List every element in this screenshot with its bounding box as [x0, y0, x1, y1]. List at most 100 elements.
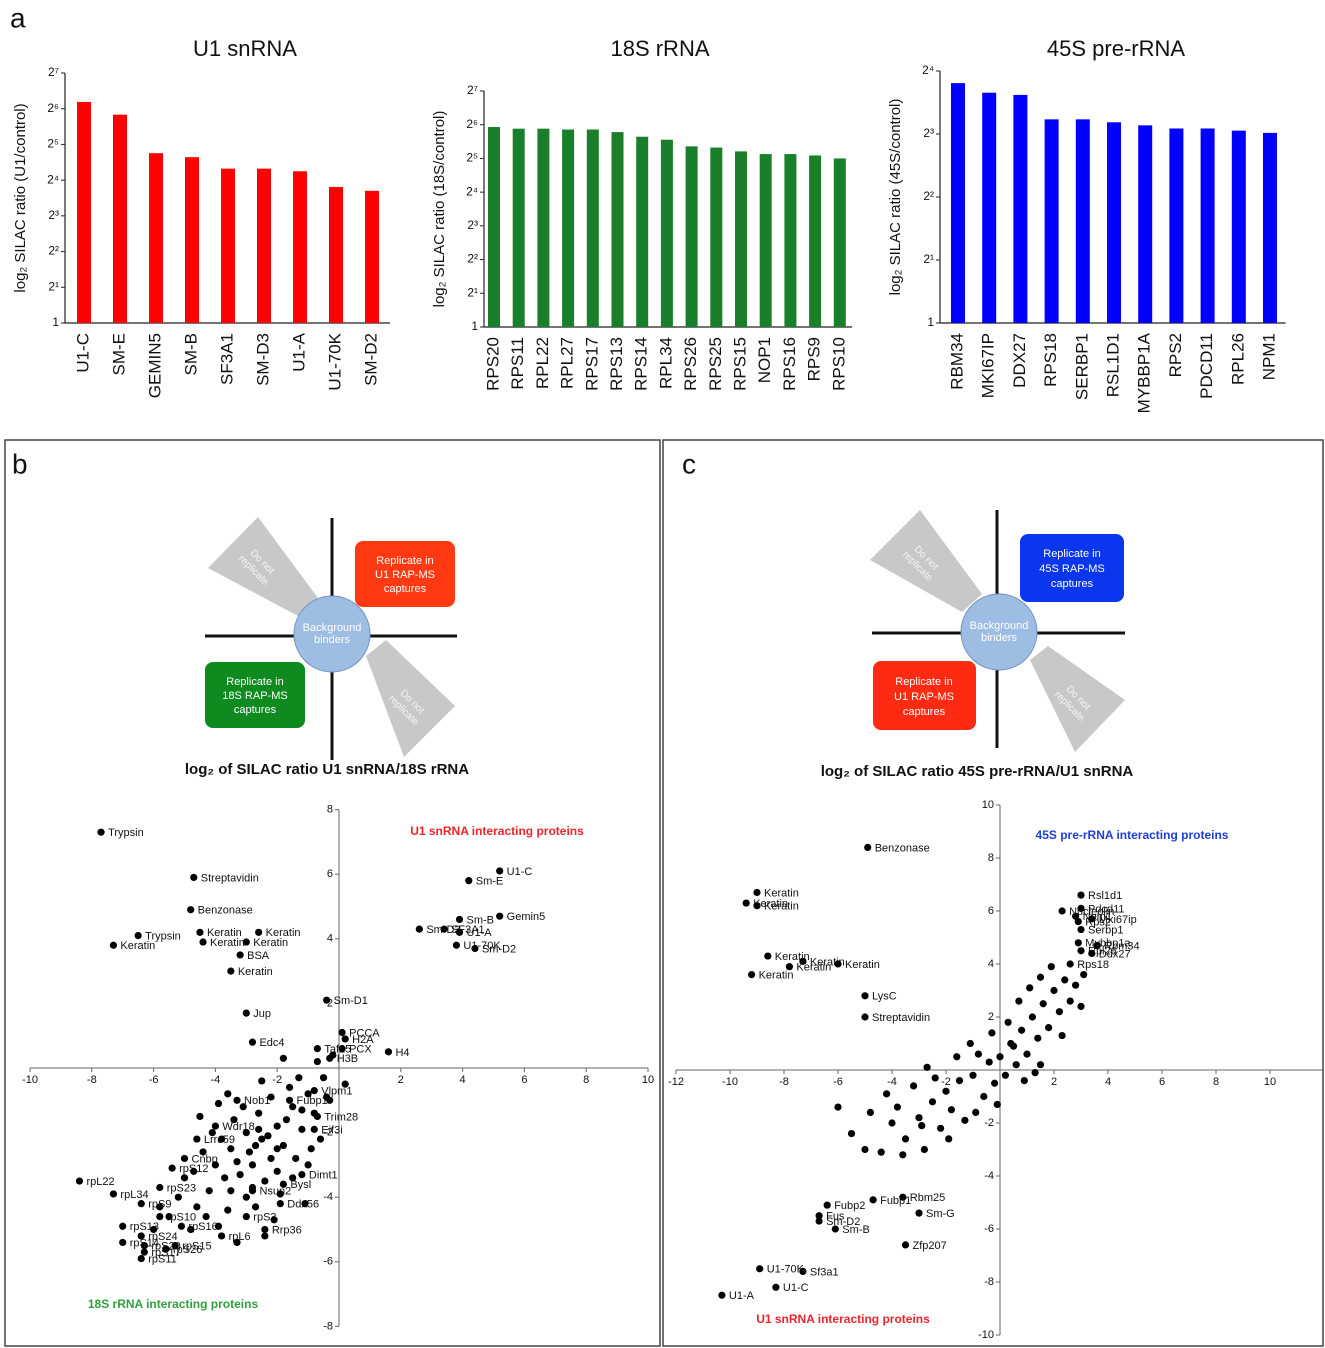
x-tick-label: 6: [1159, 1076, 1165, 1088]
bar: [809, 155, 822, 327]
point: [1058, 907, 1066, 915]
x-tick-label: SM-E: [109, 333, 128, 376]
point: [298, 1125, 306, 1133]
bar: [1169, 128, 1184, 323]
x-tick-label: MKI67IP: [979, 333, 998, 398]
point-label: rpS15: [182, 1241, 211, 1253]
y-tick-label: 2: [988, 1011, 994, 1023]
point-label: Keratin: [207, 927, 242, 939]
y-tick-label: 2²: [48, 244, 59, 258]
point-label: Sm-E: [476, 876, 504, 888]
x-tick-label: DDX27: [1010, 333, 1029, 388]
bar: [293, 171, 307, 323]
bar: [660, 139, 673, 327]
point-label: rpS24: [148, 1231, 177, 1243]
bar: [113, 114, 127, 324]
quadrant-text: Replicate in: [895, 676, 952, 688]
y-tick-label: -10: [978, 1329, 994, 1341]
point-label: H4: [395, 1047, 409, 1059]
x-tick-label: RPL26: [1228, 333, 1247, 385]
x-tick-label: RPS2: [1166, 333, 1185, 377]
point: [285, 1083, 294, 1091]
point-label: Sf3a1: [810, 1266, 839, 1278]
point: [815, 1212, 823, 1220]
point: [258, 1077, 266, 1085]
point: [323, 996, 331, 1004]
annotation: 18S rRNA interacting proteins: [88, 1297, 259, 1311]
point: [452, 941, 461, 949]
point: [918, 1122, 926, 1130]
point: [193, 1203, 201, 1211]
point: [496, 912, 504, 920]
point: [969, 1071, 977, 1079]
point: [980, 1092, 988, 1101]
point: [901, 1135, 910, 1143]
point: [945, 1135, 953, 1143]
x-tick-label: SM-D3: [253, 333, 272, 386]
point: [753, 888, 761, 897]
x-tick-label: 2: [398, 1074, 404, 1086]
point: [915, 1114, 923, 1122]
point: [1034, 1034, 1042, 1042]
point: [341, 1035, 349, 1043]
y-tick-label: 2¹: [467, 285, 478, 299]
point: [156, 1203, 164, 1211]
point: [993, 1100, 1001, 1109]
point: [1039, 1000, 1047, 1008]
point: [119, 1222, 127, 1230]
point-label: Sm-D1: [334, 995, 368, 1007]
point: [174, 1193, 182, 1201]
y-tick-label: 2³: [48, 208, 59, 222]
point: [465, 877, 473, 885]
point-label: Serbp1: [1088, 924, 1123, 936]
point: [861, 1013, 869, 1021]
quadrant-text: binders: [314, 634, 351, 646]
point: [75, 1177, 84, 1185]
point: [888, 1119, 896, 1127]
point: [289, 1103, 297, 1111]
point: [931, 1074, 939, 1082]
point-label: Sm-G: [926, 1208, 955, 1220]
point-label: Cnbp: [192, 1153, 218, 1165]
point-label: U1-C: [507, 866, 533, 878]
point: [756, 1265, 764, 1273]
point: [1072, 981, 1080, 989]
point: [109, 1190, 118, 1198]
point: [1077, 947, 1085, 955]
point: [1074, 939, 1082, 947]
x-tick-label: NOP1: [755, 337, 774, 383]
x-tick-label: 10: [642, 1074, 654, 1086]
y-tick-label: -6: [323, 1256, 333, 1268]
point: [1018, 1026, 1026, 1034]
x-tick-label: -6: [833, 1076, 843, 1088]
x-tick-label: -4: [887, 1076, 897, 1088]
point: [799, 957, 807, 965]
point: [415, 925, 423, 933]
y-tick-label: 1: [52, 315, 59, 329]
x-tick-label: -2: [272, 1074, 282, 1086]
point-label: Rps2: [1085, 917, 1111, 929]
y-tick-label: 2: [327, 997, 333, 1009]
point: [242, 938, 250, 946]
point-label: Keratin: [210, 937, 245, 949]
point: [162, 1245, 170, 1253]
y-tick-label: 2⁷: [467, 83, 478, 97]
point: [1036, 973, 1045, 981]
point: [988, 1029, 996, 1037]
chart-title: U1 snRNA: [193, 36, 297, 61]
bar: [1075, 119, 1090, 323]
y-tick-label: 2³: [923, 126, 934, 140]
point: [233, 1238, 241, 1247]
point-label: Rbm34: [1104, 940, 1139, 952]
point-label: Keratin: [764, 887, 799, 899]
point: [923, 1063, 931, 1071]
bar: [77, 101, 91, 323]
point: [165, 1212, 173, 1221]
point-label: Keratin: [238, 966, 273, 978]
y-tick-label: -4: [323, 1191, 333, 1203]
bar: [735, 151, 747, 327]
point-label: Nucleolin: [1069, 906, 1114, 918]
replicate-box: [205, 662, 305, 728]
point-label: Fubp1: [880, 1195, 911, 1207]
y-tick-label: -6: [984, 1223, 994, 1235]
